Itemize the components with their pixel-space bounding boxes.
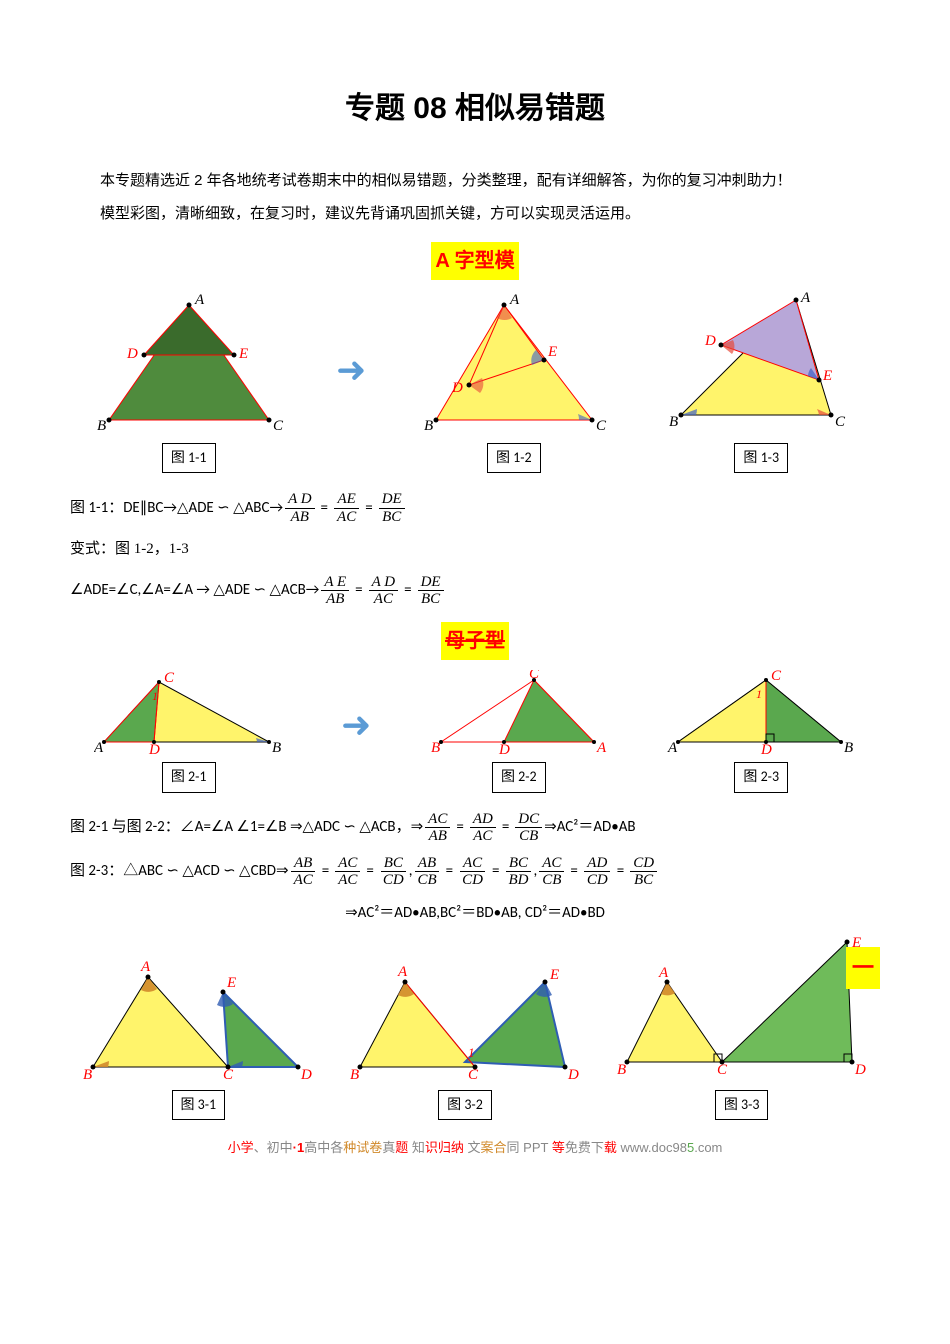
svg-text:D: D <box>854 1062 866 1078</box>
svg-text:D: D <box>704 333 716 349</box>
svg-text:D: D <box>126 346 138 362</box>
equation-line-2: 变式：图 1-2，1-3 <box>70 535 880 564</box>
arrow-icon: ➜ <box>336 336 366 404</box>
arrow-icon: ➜ <box>341 691 371 759</box>
fig-3-1: A E B C D <box>83 957 313 1087</box>
page-title: 专题 08 相似易错题 <box>70 80 880 137</box>
svg-text:A: A <box>509 292 520 308</box>
svg-text:B: B <box>83 1067 92 1083</box>
fig-caption-2-1: 图 2-1 <box>162 762 216 793</box>
svg-text:A: A <box>94 740 104 756</box>
svg-text:E: E <box>549 967 559 983</box>
svg-text:1: 1 <box>756 687 762 701</box>
svg-text:A: A <box>800 290 811 306</box>
page-footer: 小学、初中·1高中各种试卷真题 知识归纳 文案合同 PPT 等免费下载 www.… <box>70 1136 880 1161</box>
svg-text:C: C <box>273 418 284 434</box>
svg-text:1: 1 <box>152 689 158 703</box>
equation-line-3: ∠ADE=∠C,∠A=∠A → △ADE ∽ △ACB→ A EAB= A DA… <box>70 574 880 608</box>
one-badge: 一 <box>846 947 880 989</box>
svg-text:B: B <box>350 1067 359 1083</box>
fig-caption-3-3: 图 3-3 <box>715 1090 769 1121</box>
svg-text:D: D <box>148 742 160 758</box>
svg-text:C: C <box>164 670 175 686</box>
svg-text:E: E <box>226 975 236 991</box>
svg-text:A: A <box>596 740 607 756</box>
svg-text:D: D <box>300 1067 312 1083</box>
equation-line-6: ⇒AC²＝AD•AB,BC²＝BD•AB, CD²＝AD•BD <box>70 899 880 928</box>
svg-text:B: B <box>272 740 281 756</box>
svg-text:E: E <box>238 346 248 362</box>
svg-text:B: B <box>424 418 433 434</box>
intro-paragraph-1: 本专题精选近 2 年各地统考试卷期末中的相似易错题，分类整理，配有详细解答，为你… <box>70 167 880 196</box>
svg-text:D: D <box>498 742 510 758</box>
fig-2-3: 1 C A D B <box>666 670 856 760</box>
svg-text:C: C <box>771 670 782 684</box>
svg-text:D: D <box>451 380 463 396</box>
fig-caption-1-1: 图 1-1 <box>162 443 216 474</box>
svg-text:B: B <box>97 418 106 434</box>
fig-1-2: A D E B C <box>414 290 614 440</box>
svg-text:B: B <box>844 740 853 756</box>
svg-text:B: B <box>669 414 678 430</box>
fig-3-3: A E B C D <box>617 937 867 1087</box>
svg-text:E: E <box>822 368 832 384</box>
svg-text:D: D <box>567 1067 579 1083</box>
svg-text:C: C <box>223 1067 234 1083</box>
section-heading-b: 母子型 <box>441 622 509 660</box>
fig-2-2: C B D A <box>429 670 609 760</box>
equation-line-5: 图 2-3：△ABC ∽ △ACD ∽ △CBD⇒ ABAC= ACAC= BC… <box>70 855 880 889</box>
svg-text:A: A <box>140 959 151 975</box>
svg-text:B: B <box>617 1062 626 1078</box>
fig-caption-1-2: 图 1-2 <box>487 443 541 474</box>
svg-text:D: D <box>760 742 772 758</box>
svg-text:1: 1 <box>468 1045 475 1060</box>
fig-caption-2-2: 图 2-2 <box>492 762 546 793</box>
svg-text:C: C <box>717 1062 728 1078</box>
fig-row-3: 一 A E B C D 图 3-1 1 A E B C <box>70 937 880 1128</box>
svg-text:B: B <box>431 740 440 756</box>
svg-text:C: C <box>468 1067 479 1083</box>
section-heading-a: A 字型模 <box>431 242 518 280</box>
fig-row-2: 1 C A D B 图 2-1 ➜ C B D A 图 2-2 1 C <box>70 670 880 801</box>
fig-caption-1-3: 图 1-3 <box>734 443 788 474</box>
fig-1-3: A D E B C <box>661 290 861 440</box>
fig-caption-3-1: 图 3-1 <box>172 1090 226 1121</box>
fig-row-1: A D E B C 图 1-1 ➜ A D E B C 图 1-2 <box>70 290 880 481</box>
svg-text:C: C <box>835 414 846 430</box>
svg-text:A: A <box>658 965 669 981</box>
intro-paragraph-2: 模型彩图，清晰细致，在复习时，建议先背诵巩固抓关键，方可以实现灵活运用。 <box>70 200 880 229</box>
svg-text:A: A <box>194 292 205 308</box>
svg-text:C: C <box>596 418 607 434</box>
equation-line-1: 图 1-1：DE∥BC→△ADE ∽ △ABC→ A DAB= AEAC= DE… <box>70 491 880 525</box>
svg-text:E: E <box>547 344 557 360</box>
fig-1-1: A D E B C <box>89 290 289 440</box>
svg-text:A: A <box>397 964 408 980</box>
fig-caption-2-3: 图 2-3 <box>734 762 788 793</box>
svg-text:C: C <box>529 670 540 682</box>
fig-3-2: 1 A E B C D <box>350 957 580 1087</box>
fig-caption-3-2: 图 3-2 <box>438 1090 492 1121</box>
equation-line-4: 图 2-1 与图 2-2：∠A=∠A ∠1=∠B ⇒△ADC ∽ △ACB，⇒ … <box>70 811 880 845</box>
svg-text:A: A <box>667 740 678 756</box>
fig-2-1: 1 C A D B <box>94 670 284 760</box>
